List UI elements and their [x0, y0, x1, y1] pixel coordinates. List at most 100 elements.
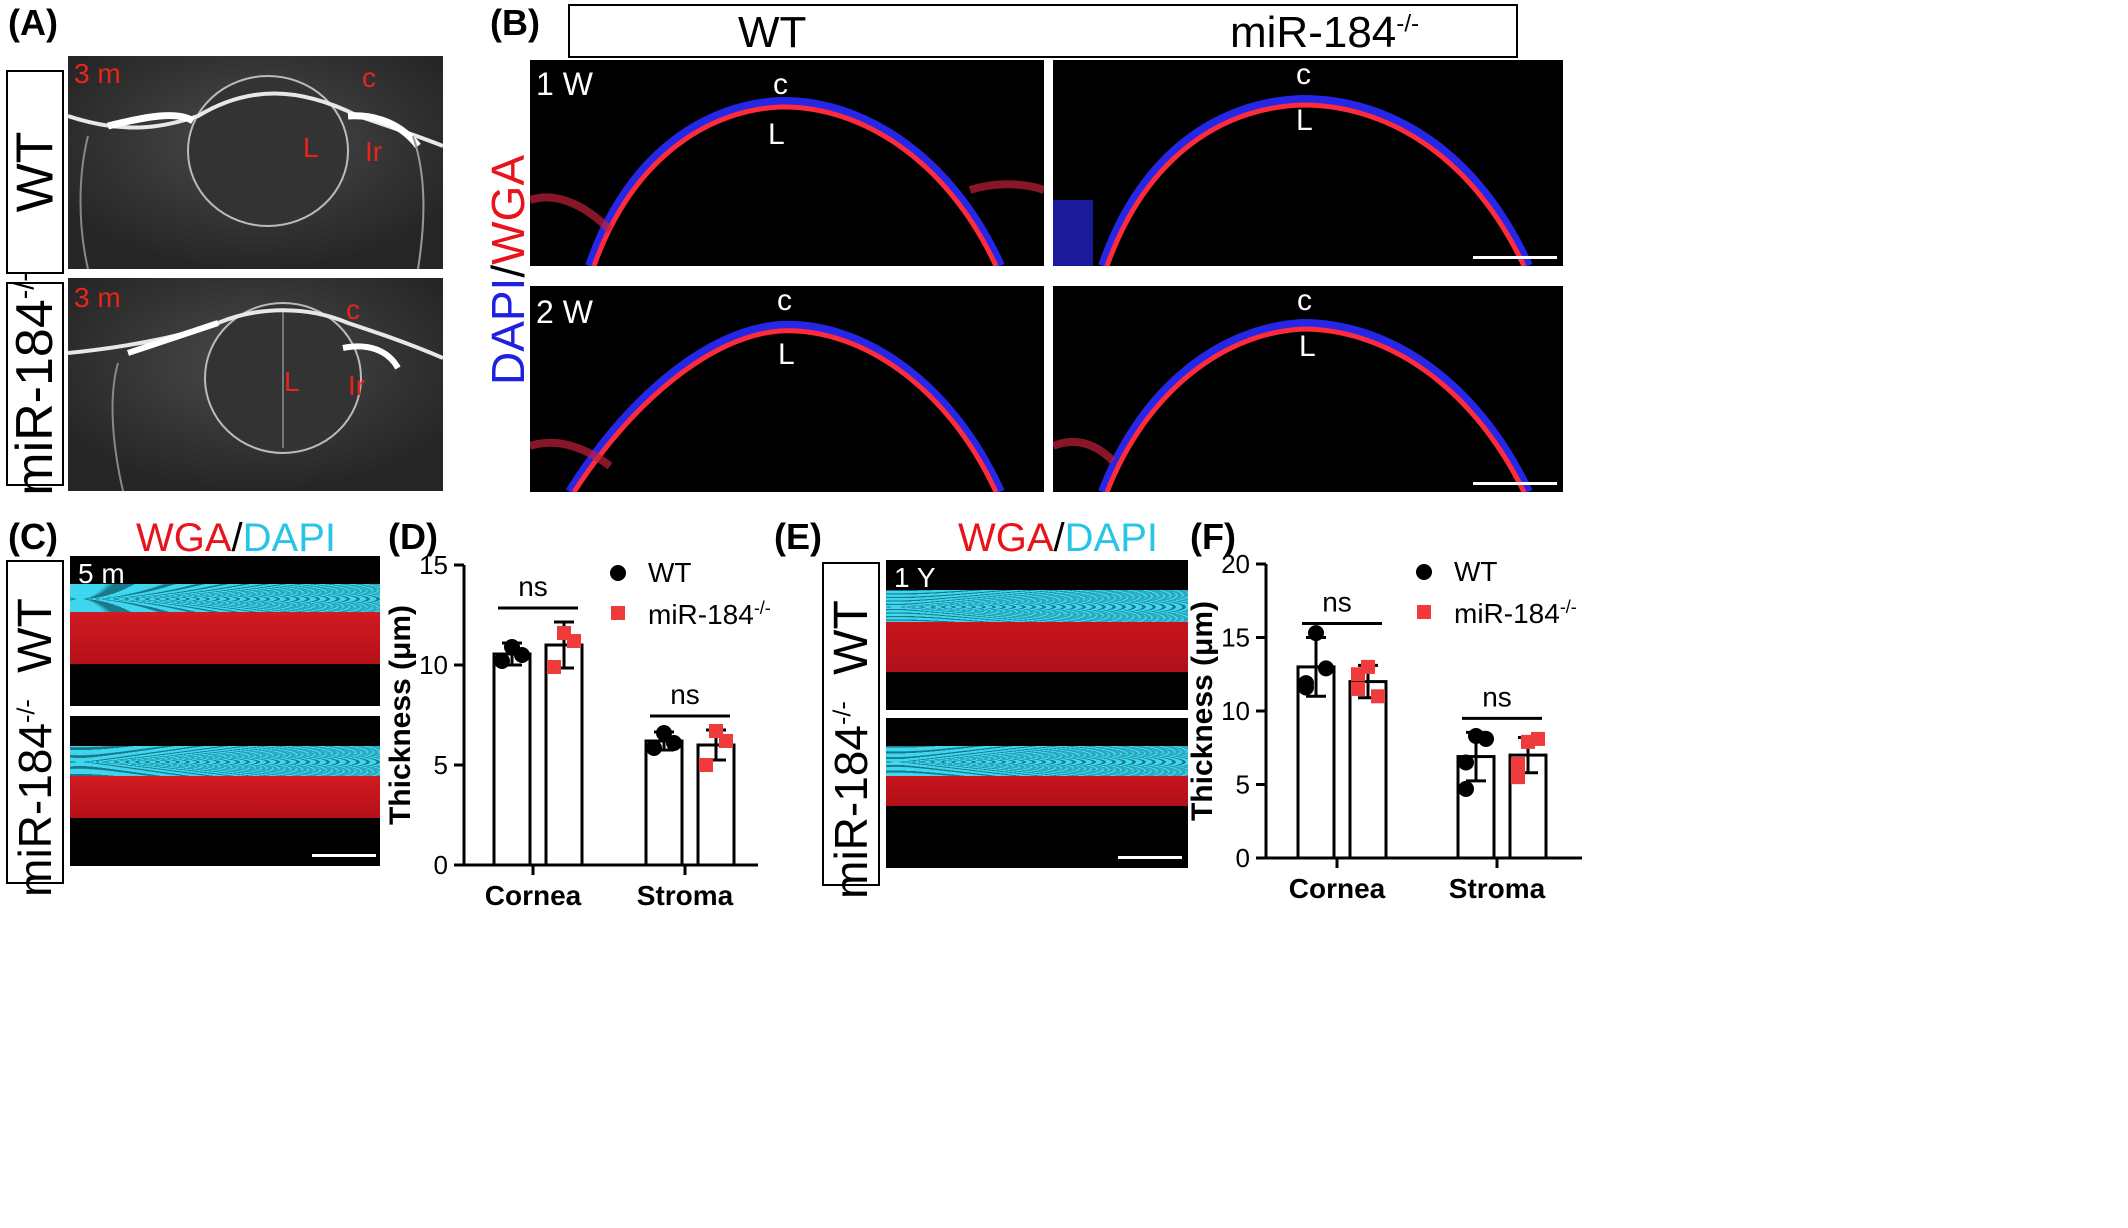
panel-b-letter: (B) — [490, 2, 540, 43]
panel-f-point-wt — [1318, 660, 1334, 677]
panel-d-point-ko — [719, 734, 733, 748]
panel-f-bar — [1348, 680, 1388, 860]
panel-d-point-ko — [567, 634, 581, 648]
panel-e-image-wt: 1 Y — [886, 560, 1188, 710]
panel-e-age: 1 Y — [894, 562, 936, 593]
panel-a-ko-label-l: L — [284, 366, 300, 397]
panel-e-row2-genotype: miR-184-/- — [825, 701, 877, 899]
panel-b-drawing-ko-2w — [1053, 318, 1533, 492]
panel-b-scalebar-2w — [1473, 482, 1557, 485]
panel-b-label-l-1w-wt: L — [768, 118, 785, 151]
panel-c-letter: (C) — [8, 516, 58, 557]
panel-f-point-ko — [1531, 731, 1545, 746]
panel-b-stain-slash: / — [482, 264, 534, 278]
panel-d-bar — [644, 739, 684, 867]
panel-d-sig-label: ns — [670, 679, 700, 710]
panel-f-xtick-label: Stroma — [1449, 873, 1546, 904]
panel-b-label-l-2w-wt: L — [778, 338, 795, 371]
panel-f-ytick-label: 20 — [1221, 549, 1250, 579]
panel-d-xtick-label: Stroma — [637, 880, 734, 911]
panel-f-legend-label-wt: WT — [1454, 556, 1498, 587]
panel-a-row1-genotype: WT — [6, 131, 64, 213]
panel-f-ytick-label: 10 — [1221, 696, 1250, 726]
panel-a-oct-drawing-ko — [68, 278, 443, 491]
panel-a-ko-label-ir: Ir — [348, 370, 366, 401]
panel-e-stain-slash: / — [1053, 516, 1065, 560]
panel-d-point-wt — [656, 725, 672, 741]
panel-f-ytick-label: 0 — [1236, 843, 1250, 873]
panel-c-stain-dapi: DAPI — [242, 516, 337, 560]
panel-f-xtick-label: Cornea — [1289, 873, 1386, 904]
panel-d-ylabel: Thickness (μm) — [388, 605, 417, 825]
panel-f-letter: (F) — [1190, 516, 1236, 557]
panel-a-wt-label-c: c — [362, 62, 376, 93]
panel-f-point-ko — [1351, 667, 1365, 682]
panel-f-point-wt — [1308, 625, 1324, 642]
panel-a-oct-image-ko: 3 m c L Ir — [68, 278, 443, 491]
panel-d-xtick-label: Cornea — [485, 880, 582, 911]
panel-b-header-wt: WT — [738, 8, 807, 57]
panel-a-row2-genotype: miR-184-/- — [6, 272, 64, 496]
panel-c-stain-slash: / — [231, 516, 243, 560]
panel-c-row2-genotype-wrap: miR-184-/- — [6, 699, 64, 897]
panel-a-wt-label-ir: Ir — [365, 136, 383, 167]
panel-b-drawing-wt-1w — [530, 96, 1044, 266]
panel-c-scalebar — [312, 854, 376, 857]
panel-b-drawing-wt-2w — [530, 320, 1005, 492]
panel-d-point-wt — [494, 653, 510, 669]
panel-b-stain-dapi: DAPI — [482, 277, 534, 386]
panel-f-legend-marker-wt — [1416, 564, 1432, 580]
panel-b-stain-wga: WGA — [482, 154, 534, 265]
panel-f-point-wt — [1478, 730, 1494, 747]
panel-f-sig-label: ns — [1482, 681, 1512, 712]
panel-d-legend-marker-ko — [611, 606, 625, 620]
panel-e-row1-genotype-wrap: WT — [822, 562, 880, 712]
panel-f-legend-label-ko-sup: -/- — [1560, 597, 1577, 617]
panel-b-label-l-2w-ko: L — [1299, 330, 1316, 363]
panel-f-point-wt — [1458, 754, 1474, 771]
panel-f-point-ko — [1511, 770, 1525, 785]
panel-f-legend-label-ko: miR-184-/- — [1454, 597, 1577, 629]
panel-b-label-l-1w-ko: L — [1296, 104, 1313, 137]
panel-e-row2-genotype-wrap: miR-184-/- — [822, 701, 880, 899]
panel-f-ylabel: Thickness (μm) — [1190, 601, 1219, 821]
panel-e-row1-genotype: WT — [824, 599, 878, 675]
panel-a-ko-label-c: c — [346, 294, 360, 325]
panel-e-scalebar — [1118, 856, 1182, 859]
panel-d-point-ko — [547, 660, 561, 674]
panel-c-image-wt: 5 m — [70, 556, 380, 706]
panel-f-point-wt — [1458, 780, 1474, 797]
panel-d-point-ko — [699, 758, 713, 772]
panel-c-row1-genotype-wrap: WT — [6, 560, 64, 710]
panel-f-legend-marker-ko — [1417, 605, 1431, 619]
panel-c-row2-genotype: miR-184-/- — [9, 699, 61, 897]
panel-c-image-ko — [70, 716, 380, 866]
panel-d-sig-label: ns — [518, 571, 548, 602]
panel-b-drawing-ko-1w — [1053, 94, 1533, 266]
panel-d-legend-label-ko: miR-184-/- — [648, 598, 771, 630]
panel-d-point-wt — [514, 647, 530, 663]
panel-f-point-ko — [1351, 681, 1365, 696]
panel-e-genotype-box — [822, 562, 880, 886]
panel-a-row1-genotype-box: WT — [6, 70, 64, 274]
panel-a-oct-drawing-wt — [68, 56, 443, 269]
panel-d-ytick-label: 10 — [419, 650, 448, 680]
panel-c-stain-wga: WGA — [136, 516, 232, 560]
panel-b-label-c-2w-ko: c — [1297, 286, 1312, 317]
panel-b-header-ko: miR-184-/- — [1230, 8, 1420, 57]
panel-c-stain-title: WGA/DAPI — [136, 516, 336, 561]
panel-f-point-ko — [1371, 689, 1385, 704]
panel-b-age-1w: 1 W — [536, 66, 593, 102]
panel-d-letter: (D) — [388, 516, 438, 557]
panel-f-sig-label: ns — [1322, 587, 1352, 618]
panel-f-point-ko — [1511, 756, 1525, 771]
panel-d-bar — [544, 643, 584, 867]
panel-d-ytick-label: 5 — [434, 750, 448, 780]
panel-d-legend-label-wt: WT — [648, 557, 692, 588]
panel-f-ytick-label: 5 — [1236, 770, 1250, 800]
panel-a-wt-label-l: L — [303, 132, 319, 163]
panel-c-row1-genotype: WT — [8, 597, 62, 673]
panel-c-age: 5 m — [78, 558, 125, 589]
panel-a-wt-age: 3 m — [74, 58, 121, 89]
